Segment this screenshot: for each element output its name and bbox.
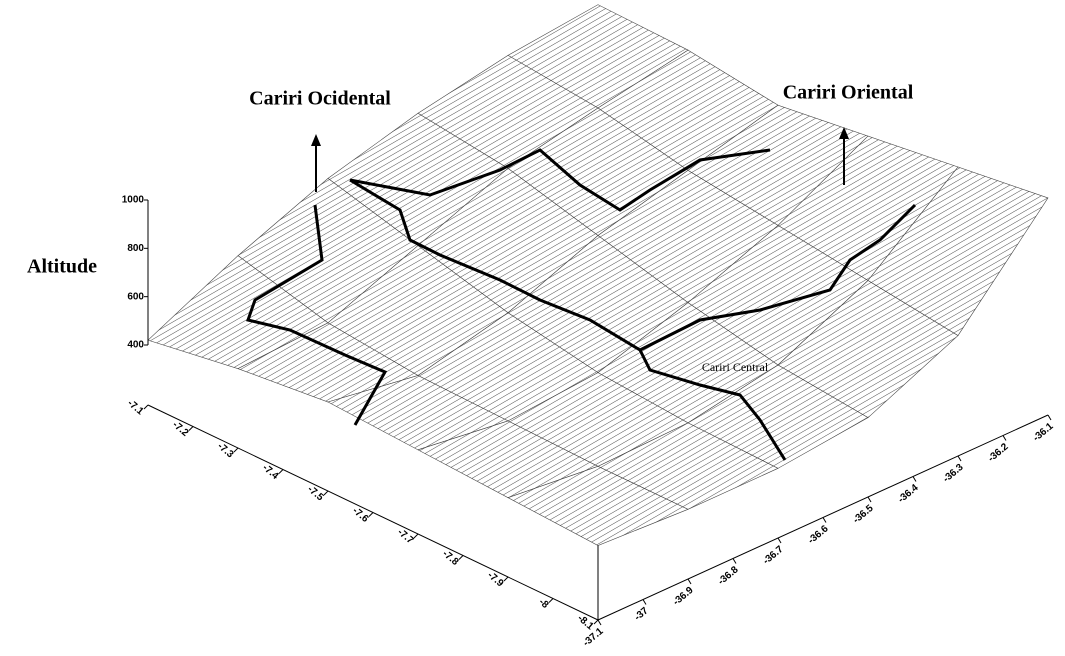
y-tick-label: -7.5 [305,484,326,504]
y-tick-label: -7.6 [350,505,371,525]
y-tick-label: -7.4 [260,462,281,482]
x-tick-label: -36.8 [716,564,741,587]
y-tick-label: -7.1 [125,398,146,418]
z-tick-label: 400 [127,340,144,351]
x-tick-label: -36.4 [896,482,921,505]
x-tick [913,477,916,482]
x-tick-label: -37 [632,605,650,623]
x-tick [733,559,736,564]
x-tick [598,620,601,625]
y-tick-label: -8 [537,597,551,611]
z-axis-label: Altitude [27,256,97,278]
x-tick [1003,436,1006,441]
z-tick-label: 800 [127,243,144,254]
x-tick-label: -36.3 [941,462,966,485]
z-tick-label: 1000 [122,195,145,206]
x-tick [688,579,691,584]
x-tick [643,600,646,605]
x-tick-label: -36.5 [851,503,876,526]
x-tick [1048,415,1051,420]
arrow-head [311,134,321,146]
x-tick-label: -36.6 [806,523,831,546]
x-tick [958,456,961,461]
annotation: Cariri Ocidental [249,88,391,110]
x-tick [823,518,826,523]
y-tick-label: -7.9 [485,570,506,590]
chart: Cariri Ocidental Cariri Oriental Cariri … [0,0,1065,651]
x-tick [778,538,781,543]
x-tick-label: -36.9 [671,585,696,608]
y-tick-label: -7.2 [170,419,191,439]
annotation: Cariri Central [702,360,769,374]
y-tick-label: -7.7 [395,527,416,547]
y-tick-label: -7.8 [440,548,461,568]
annotation: Cariri Oriental [783,82,914,104]
x-tick-label: -36.2 [986,441,1011,464]
x-tick-label: -36.7 [761,544,786,567]
z-tick-label: 600 [127,291,144,302]
y-tick-label: -7.3 [215,441,236,461]
x-tick [868,497,871,502]
x-tick-label: -36.1 [1031,421,1056,444]
